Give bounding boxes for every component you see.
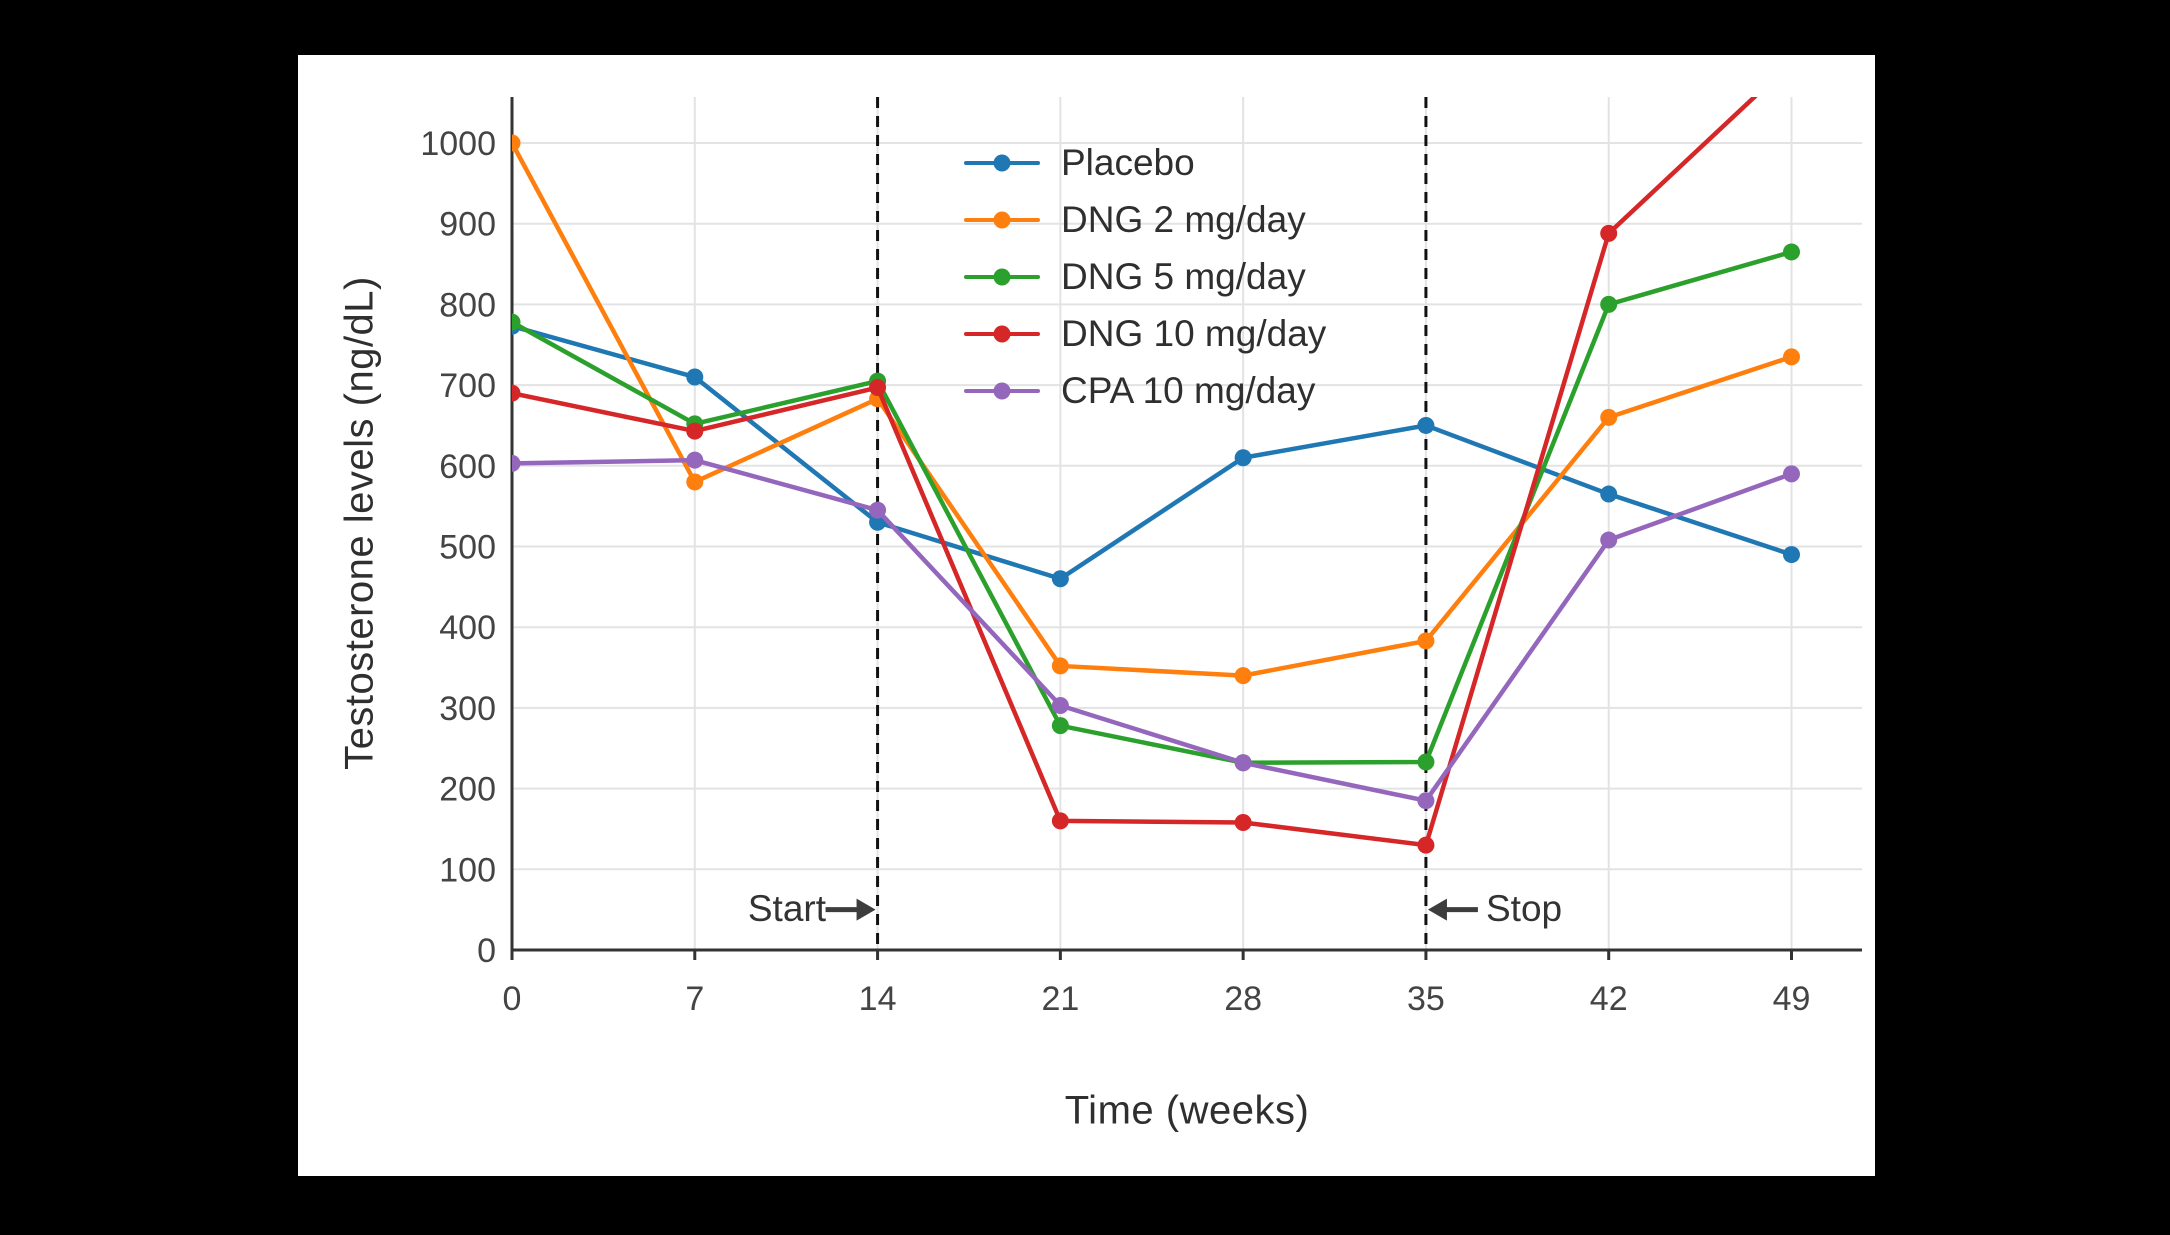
x-tick-label: 21 (1041, 980, 1079, 1018)
y-tick-label: 300 (439, 690, 496, 728)
marker-cpa-10-mg-day (686, 451, 704, 469)
series-line-placebo (512, 323, 1794, 582)
legend-label: CPA 10 mg/day (1061, 369, 1316, 411)
legend-item-placebo[interactable]: Placebo (964, 134, 1326, 191)
legend: Placebo DNG 2 mg/day DNG 5 mg/day DNG 10 mg… (964, 134, 1326, 419)
stop-annotation-label: Stop (1486, 888, 1563, 929)
y-axis-title: Testosterone levels (ng/dL) (337, 276, 382, 770)
legend-marker-dot-icon (993, 325, 1011, 342)
marker-placebo (1234, 449, 1252, 467)
x-tick-label: 42 (1590, 980, 1628, 1018)
marker-dng-10-mg-day (1417, 836, 1435, 854)
marker-dng-2-mg-day (1782, 348, 1800, 366)
legend-label: DNG 5 mg/day (1061, 255, 1306, 297)
series-placebo (512, 317, 1800, 588)
legend-line-swatch-icon (964, 268, 1040, 285)
legend-item-cpa-10-mg-day[interactable]: CPA 10 mg/day (964, 362, 1326, 419)
y-tick-label: 100 (439, 851, 496, 889)
legend-line-swatch-icon (964, 211, 1040, 228)
marker-dng-5-mg-day (1600, 295, 1618, 313)
marker-dng-10-mg-day (1600, 224, 1618, 242)
marker-placebo (686, 368, 704, 386)
marker-cpa-10-mg-day (512, 454, 521, 472)
y-tick-label: 500 (439, 528, 496, 566)
marker-cpa-10-mg-day (1417, 792, 1435, 810)
y-tick-label: 800 (439, 286, 496, 324)
marker-dng-2-mg-day (1051, 657, 1069, 675)
annotation-arrows (825, 898, 1478, 921)
legend-line-swatch-icon (964, 325, 1040, 342)
marker-dng-10-mg-day (1234, 813, 1252, 831)
marker-dng-2-mg-day (1234, 667, 1252, 685)
legend-label: DNG 10 mg/day (1061, 312, 1327, 354)
legend-marker-dot-icon (993, 154, 1011, 171)
y-tick-label: 1000 (420, 125, 496, 163)
marker-placebo (1600, 485, 1618, 503)
series-line-dng-10-mg-day (512, 97, 1758, 848)
start-annotation-label: Start (747, 888, 826, 929)
marker-cpa-10-mg-day (869, 501, 887, 519)
chart-panel: 0 7 14 21 28 35 42 49 0 100 200 300 400 500 600 700 800 9… (298, 55, 1875, 1176)
marker-dng-5-mg-day (1051, 717, 1069, 735)
line-chart[interactable]: 0 7 14 21 28 35 42 49 0 100 200 300 400 500 600 700 800 9… (298, 55, 1875, 1176)
marker-dng-5-mg-day (1782, 243, 1800, 261)
legend-marker-dot-icon (993, 211, 1011, 228)
legend-item-dng-2-mg-day[interactable]: DNG 2 mg/day (964, 191, 1326, 248)
plot-area[interactable] (512, 97, 1862, 950)
stop-arrowhead-icon (1427, 898, 1447, 921)
marker-placebo (1417, 416, 1435, 434)
marker-cpa-10-mg-day (1234, 754, 1252, 772)
y-tick-label: 900 (439, 206, 496, 244)
y-tick-label: 200 (439, 771, 496, 809)
marker-dng-5-mg-day (1417, 753, 1435, 771)
x-axis-title: Time (weeks) (1064, 1088, 1310, 1133)
x-tick-label: 35 (1407, 980, 1445, 1018)
x-tick-label: 0 (503, 980, 522, 1018)
marker-cpa-10-mg-day (1051, 696, 1069, 714)
legend-marker-dot-icon (993, 268, 1011, 285)
marker-placebo (1051, 570, 1069, 588)
marker-cpa-10-mg-day (1600, 531, 1618, 549)
x-tick-label: 7 (685, 980, 704, 1018)
x-tick-label: 14 (859, 980, 897, 1018)
legend-label: Placebo (1061, 141, 1195, 183)
marker-placebo (1782, 546, 1800, 564)
tick-labels: 0 7 14 21 28 35 42 49 0 100 200 300 400 500 600 700 800 9… (420, 125, 1810, 1018)
start-arrowhead-icon (856, 898, 876, 921)
marker-dng-10-mg-day (869, 379, 887, 397)
y-tick-label: 400 (439, 609, 496, 647)
legend-item-dng-10-mg-day[interactable]: DNG 10 mg/day (964, 305, 1326, 362)
marker-placebo (869, 513, 887, 531)
marker-dng-10-mg-day (1051, 812, 1069, 830)
legend-line-swatch-icon (964, 382, 1040, 399)
axes (510, 97, 1862, 960)
series-dng-10-mg-day (512, 55, 1800, 854)
marker-dng-2-mg-day (1417, 632, 1435, 650)
legend-line-swatch-icon (964, 154, 1040, 171)
y-tick-label: 600 (439, 448, 496, 486)
x-tick-label: 28 (1224, 980, 1262, 1018)
marker-dng-2-mg-day (512, 134, 521, 152)
marker-dng-2-mg-day (686, 473, 704, 491)
gridlines (511, 97, 1862, 951)
series-line-cpa-10-mg-day (512, 457, 1794, 803)
marker-dng-2-mg-day (1600, 408, 1618, 426)
y-tick-label: 700 (439, 367, 496, 405)
series-cpa-10-mg-day (512, 451, 1800, 810)
series-line-dng-5-mg-day (512, 249, 1794, 766)
y-tick-label: 0 (477, 932, 496, 970)
series-group (512, 55, 1800, 854)
marker-cpa-10-mg-day (1782, 465, 1800, 483)
legend-marker-dot-icon (993, 382, 1011, 399)
legend-label: DNG 2 mg/day (1061, 198, 1306, 240)
marker-dng-10-mg-day (686, 422, 704, 440)
marker-dng-10-mg-day (1783, 55, 1800, 71)
marker-dng-5-mg-day (512, 313, 521, 331)
legend-item-dng-5-mg-day[interactable]: DNG 5 mg/day (964, 248, 1326, 305)
x-tick-label: 49 (1773, 980, 1811, 1018)
marker-dng-10-mg-day (512, 384, 521, 402)
